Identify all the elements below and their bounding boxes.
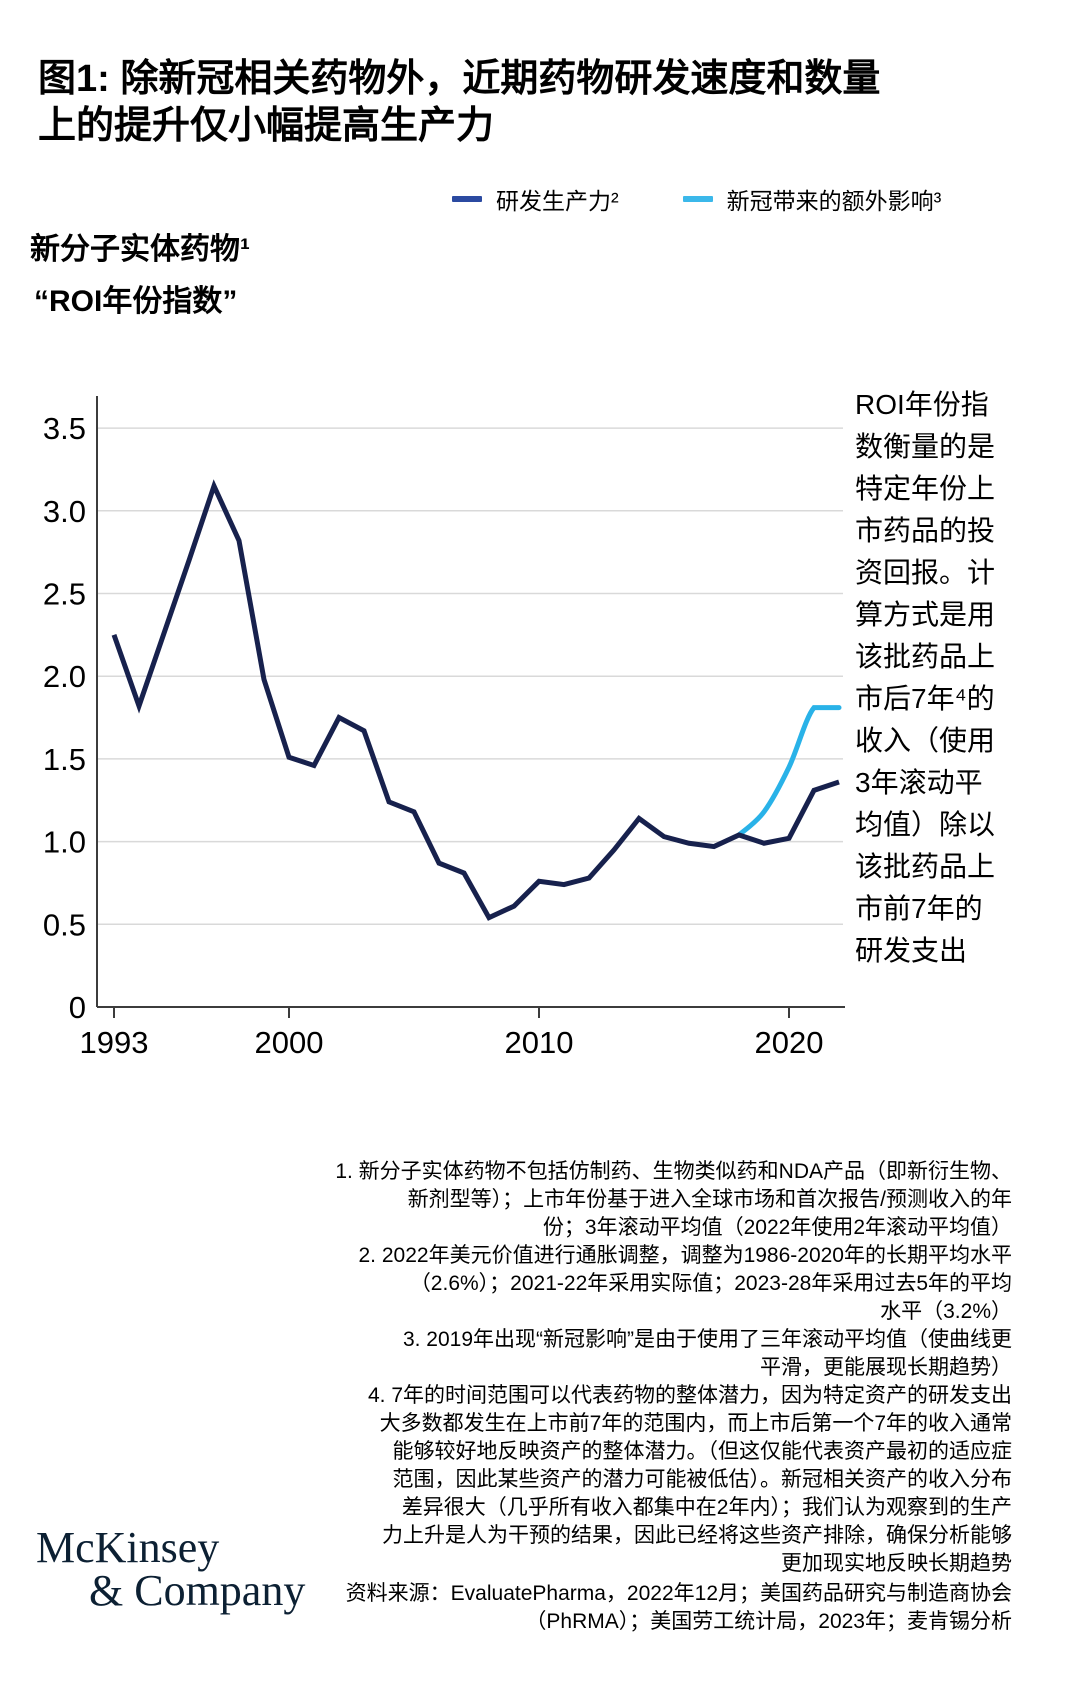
svg-text:3.5: 3.5 (43, 411, 86, 446)
svg-text:1993: 1993 (80, 1025, 149, 1060)
productivity-line-swatch (452, 196, 482, 202)
svg-text:3.0: 3.0 (43, 494, 86, 529)
svg-text:1.5: 1.5 (43, 742, 86, 777)
legend-label-covid: 新冠带来的额外影响³ (726, 188, 942, 214)
footnote-2: 2. 2022年美元价值进行通胀调整，调整为1986-2020年的长期平均水平 … (358, 1244, 1013, 1323)
roi-line-chart: 0 0.5 1.0 1.5 2.0 2.5 3.0 3.5 1993 2000 2010 2020 (43, 396, 845, 1060)
logo-line-1: McKinsey (36, 1523, 220, 1572)
legend-item-productivity: 研发生产力² (452, 182, 619, 216)
covid-line-swatch (682, 196, 713, 202)
figure-title: 图1: 除新冠相关药物外，近期药物研发速度和数量 上的提升仅小幅提高生产力 (38, 58, 881, 147)
legend-item-covid: 新冠带来的额外影响³ (682, 182, 942, 216)
footnote-1: 1. 新分子实体药物不包括仿制药、生物类似药和NDA产品（即新衍生物、 新剂型等… (335, 1160, 1012, 1239)
footnote-3: 3. 2019年出现“新冠影响”是由于使用了三年滚动平均值（使曲线更 平滑，更能… (402, 1328, 1012, 1379)
mckinsey-logo: McKinsey & Company (36, 1523, 306, 1615)
svg-text:2.5: 2.5 (43, 577, 86, 612)
legend-label-productivity: 研发生产力² (496, 188, 619, 214)
chart-legend: 研发生产力² 新冠带来的额外影响³ (452, 182, 941, 216)
svg-text:2010: 2010 (505, 1025, 574, 1060)
chart-subtitle-roi-index: “ROI年份指数” (34, 285, 238, 318)
svg-text:2.0: 2.0 (43, 659, 86, 694)
svg-text:0.5: 0.5 (43, 907, 86, 942)
logo-line-2: & Company (89, 1566, 306, 1615)
source-note: 资料来源：EvaluatePharma，2022年12月；美国药品研究与制造商协… (345, 1582, 1012, 1633)
svg-text:2000: 2000 (255, 1025, 324, 1060)
chart-subtitle-molecules: 新分子实体药物¹ (30, 233, 250, 266)
svg-text:0: 0 (69, 990, 86, 1025)
svg-text:1.0: 1.0 (43, 825, 86, 860)
chart-annotation: ROI年份指 数衡量的是 特定年份上 市药品的投 资回报。计 算方式是用 该批药… (855, 389, 996, 966)
svg-text:2020: 2020 (755, 1025, 824, 1060)
footnotes: 1. 新分子实体药物不包括仿制药、生物类似药和NDA产品（即新衍生物、 新剂型等… (318, 1158, 1012, 1578)
footnote-4: 4. 7年的时间范围可以代表药物的整体潜力，因为特定资产的研发支出 大多数都发生… (367, 1384, 1012, 1575)
